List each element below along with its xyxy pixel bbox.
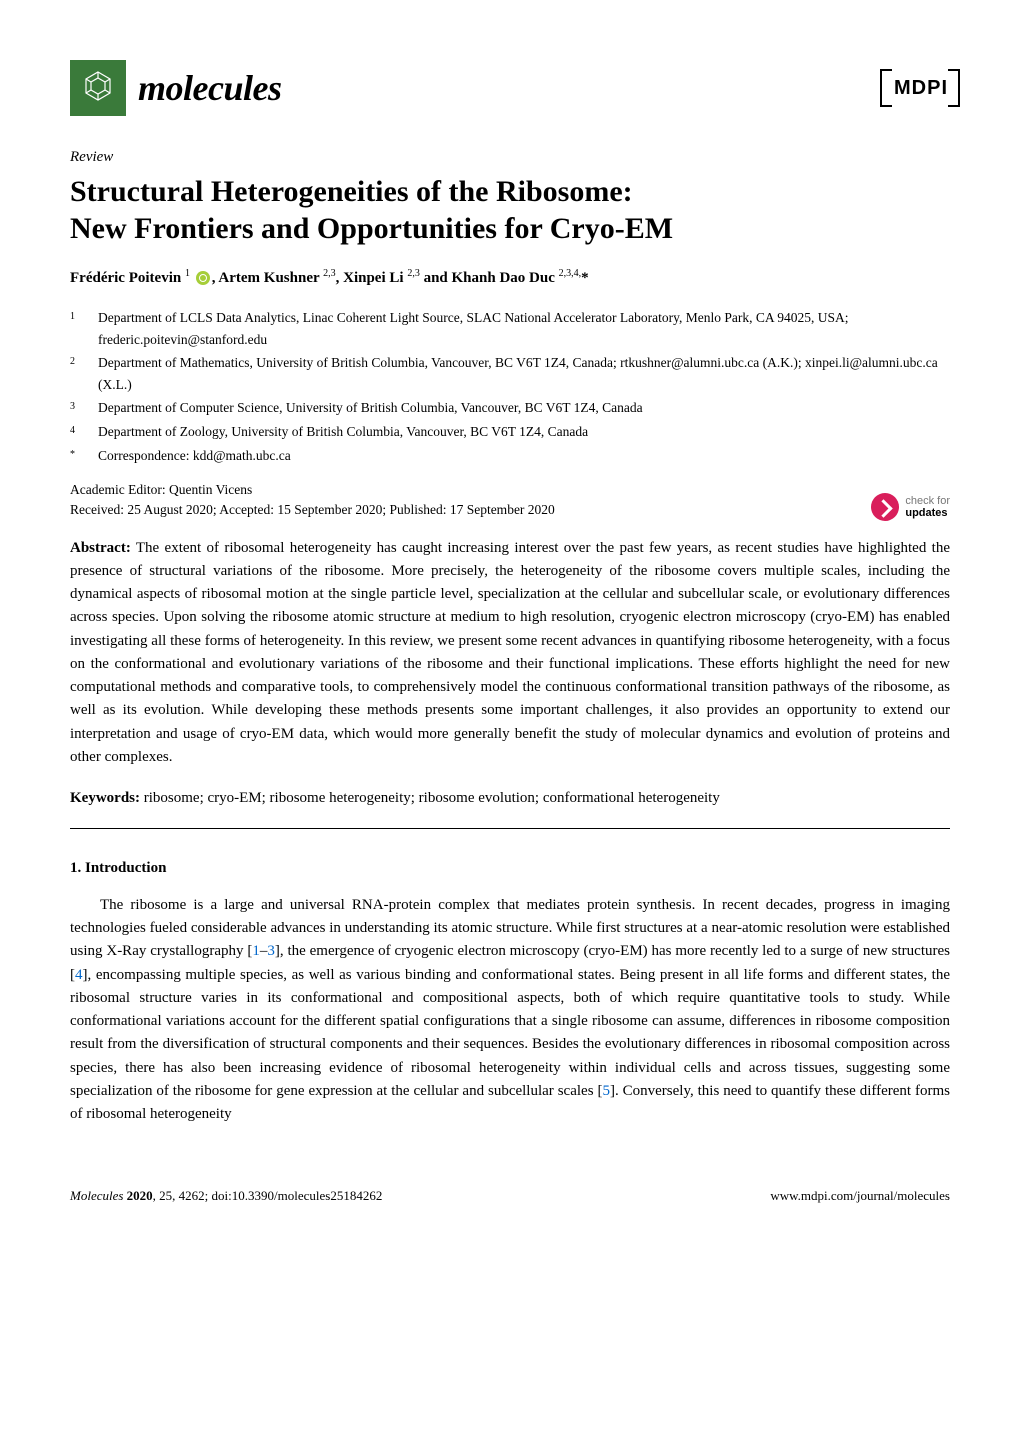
abstract-text: The extent of ribosomal heterogeneity ha… xyxy=(70,540,950,765)
keywords: Keywords: ribosome; cryo-EM; ribosome he… xyxy=(70,787,950,810)
sep2: , xyxy=(336,270,344,286)
crossmark-icon xyxy=(871,493,899,521)
author-1-name: Frédéric Poitevin xyxy=(70,270,181,286)
header-row: molecules MDPI xyxy=(70,60,950,116)
molecule-hex-icon xyxy=(78,68,118,108)
authors-line: Frédéric Poitevin 1 , Artem Kushner 2,3,… xyxy=(70,266,950,290)
author-1-aff: 1 xyxy=(185,268,190,279)
affiliation-num: 3 xyxy=(70,397,98,419)
title-line-1: Structural Heterogeneities of the Riboso… xyxy=(70,175,633,208)
affiliation-text: Department of Mathematics, University of… xyxy=(98,352,950,395)
check-updates-line2: updates xyxy=(905,507,950,519)
orcid-icon[interactable] xyxy=(196,271,210,285)
author-3-name: Xinpei Li xyxy=(343,270,403,286)
affiliation-row: 4 Department of Zoology, University of B… xyxy=(70,421,950,443)
article-title: Structural Heterogeneities of the Riboso… xyxy=(70,173,950,248)
footer-year: 2020 xyxy=(127,1188,153,1203)
author-3-aff: 2,3 xyxy=(407,268,420,279)
divider xyxy=(70,828,950,829)
journal-name: molecules xyxy=(138,61,281,115)
citation-link[interactable]: 3 xyxy=(267,943,275,959)
affiliation-num: 1 xyxy=(70,307,98,350)
author-2-aff: 2,3 xyxy=(323,268,336,279)
footer-citation: Molecules 2020, 25, 4262; doi:10.3390/mo… xyxy=(70,1186,382,1206)
para-frag: ], encompassing multiple species, as wel… xyxy=(70,967,950,1099)
footer-pages: 4262; doi:10.3390/molecules25184262 xyxy=(179,1188,383,1203)
check-updates-line1: check for xyxy=(905,495,950,507)
affiliation-text: Department of Computer Science, Universi… xyxy=(98,397,950,419)
check-updates-text: check for updates xyxy=(905,495,950,519)
article-type: Review xyxy=(70,146,950,169)
keywords-text: ribosome; cryo-EM; ribosome heterogeneit… xyxy=(140,790,720,806)
journal-logo: molecules xyxy=(70,60,281,116)
affiliation-num: * xyxy=(70,445,98,467)
affiliation-row: 1 Department of LCLS Data Analytics, Lin… xyxy=(70,307,950,350)
affiliation-num: 4 xyxy=(70,421,98,443)
citation-link[interactable]: 1 xyxy=(252,943,260,959)
academic-editor: Academic Editor: Quentin Vicens xyxy=(70,480,555,500)
section-heading: 1. Introduction xyxy=(70,857,950,880)
abstract-label: Abstract: xyxy=(70,540,131,556)
affiliation-row: 3 Department of Computer Science, Univer… xyxy=(70,397,950,419)
mdpi-logo: MDPI xyxy=(880,69,950,107)
abstract: Abstract: The extent of ribosomal hetero… xyxy=(70,537,950,770)
footer: Molecules 2020, 25, 4262; doi:10.3390/mo… xyxy=(70,1186,950,1206)
editor-received-block: Academic Editor: Quentin Vicens Received… xyxy=(70,480,555,521)
affiliation-text: Department of LCLS Data Analytics, Linac… xyxy=(98,307,950,350)
author-4-aff: 2,3,4, xyxy=(559,268,582,279)
check-for-updates[interactable]: check for updates xyxy=(871,493,950,521)
title-line-2: New Frontiers and Opportunities for Cryo… xyxy=(70,212,673,245)
sep3: and xyxy=(420,270,452,286)
footer-volume: 25 xyxy=(159,1188,172,1203)
footer-journal: Molecules xyxy=(70,1188,123,1203)
author-4-name: Khanh Dao Duc xyxy=(452,270,555,286)
keywords-label: Keywords: xyxy=(70,790,140,806)
citation-link[interactable]: 5 xyxy=(602,1083,610,1099)
intro-paragraph: The ribosome is a large and universal RN… xyxy=(70,894,950,1127)
editor-received-row: Academic Editor: Quentin Vicens Received… xyxy=(70,480,950,521)
molecules-logo-icon xyxy=(70,60,126,116)
corr-star: * xyxy=(581,270,589,286)
received-dates: Received: 25 August 2020; Accepted: 15 S… xyxy=(70,500,555,520)
citation-link[interactable]: 4 xyxy=(75,967,83,983)
affiliation-text: Correspondence: kdd@math.ubc.ca xyxy=(98,445,950,467)
affiliations: 1 Department of LCLS Data Analytics, Lin… xyxy=(70,307,950,466)
footer-url[interactable]: www.mdpi.com/journal/molecules xyxy=(770,1186,950,1206)
author-2-name: Artem Kushner xyxy=(218,270,319,286)
affiliation-text: Department of Zoology, University of Bri… xyxy=(98,421,950,443)
affiliation-num: 2 xyxy=(70,352,98,395)
affiliation-row: 2 Department of Mathematics, University … xyxy=(70,352,950,395)
affiliation-row: * Correspondence: kdd@math.ubc.ca xyxy=(70,445,950,467)
